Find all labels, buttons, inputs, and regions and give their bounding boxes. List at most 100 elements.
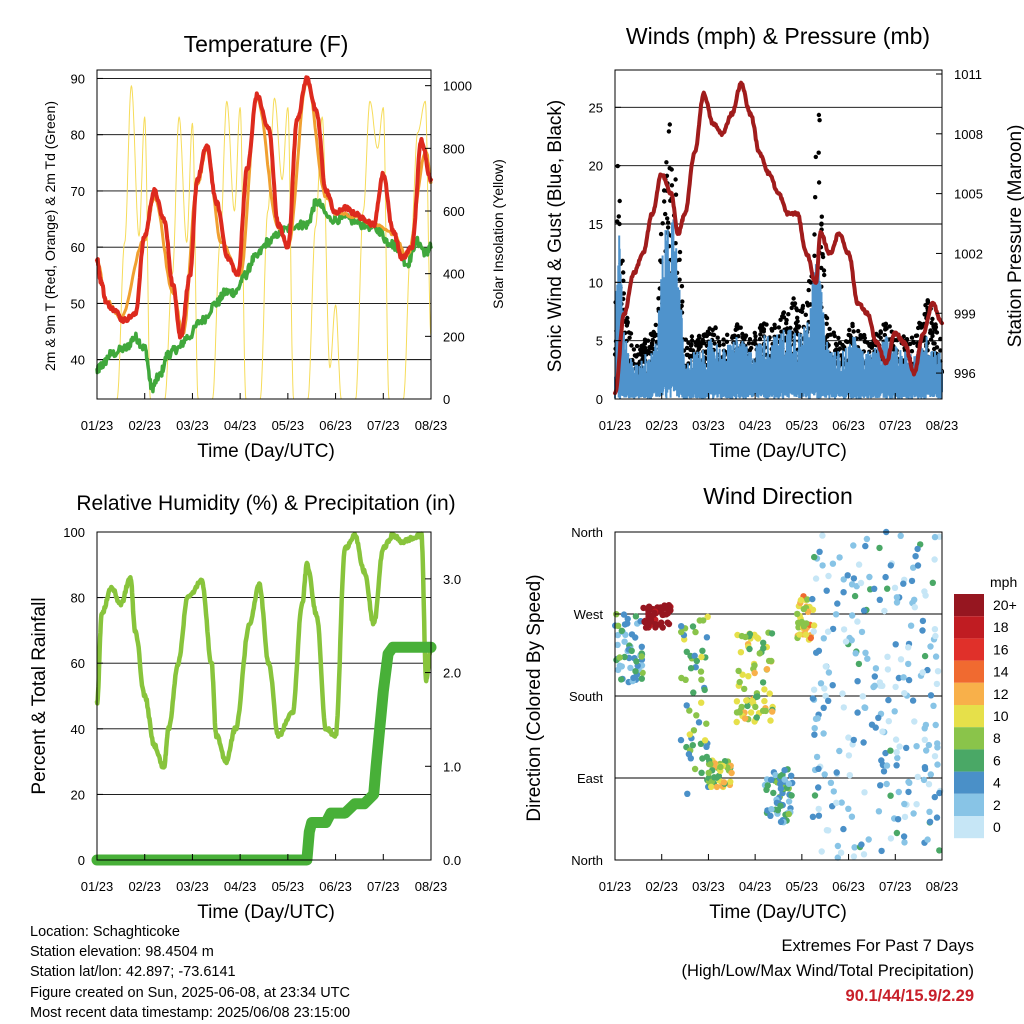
gust-point bbox=[759, 325, 764, 330]
gust-point bbox=[664, 160, 669, 165]
gust-point bbox=[836, 335, 841, 341]
gust-point bbox=[772, 322, 777, 327]
x-tick-label: 06/23 bbox=[832, 879, 865, 894]
colorbar-label: 2 bbox=[993, 797, 1001, 813]
extremes-subtitle: (High/Low/Max Wind/Total Precipitation) bbox=[681, 962, 974, 980]
direction-point bbox=[891, 584, 899, 591]
gust-point bbox=[747, 348, 753, 353]
direction-point bbox=[876, 544, 883, 552]
y2-tick-label: 400 bbox=[443, 267, 465, 282]
direction-point bbox=[616, 654, 623, 661]
y2-tick-label: 600 bbox=[443, 204, 465, 219]
direction-point bbox=[769, 708, 776, 715]
y-tick-label: 20 bbox=[71, 787, 85, 802]
gust-point bbox=[684, 345, 690, 351]
colorbar-swatch bbox=[954, 816, 984, 839]
gust-point bbox=[677, 257, 682, 262]
direction-point bbox=[691, 652, 698, 659]
direction-point bbox=[785, 810, 792, 818]
direction-point bbox=[751, 669, 758, 677]
direction-point bbox=[820, 730, 827, 737]
station-info: Location: Schaghticoke Station elevation… bbox=[30, 922, 350, 1023]
gust-point bbox=[679, 284, 685, 289]
direction-point bbox=[752, 693, 760, 701]
direction-point bbox=[621, 638, 628, 645]
direction-point bbox=[895, 674, 903, 682]
gust-point bbox=[827, 326, 832, 332]
gust-point bbox=[660, 221, 665, 226]
gust-point bbox=[843, 339, 849, 344]
direction-point bbox=[927, 643, 934, 650]
direction-point bbox=[658, 619, 665, 626]
direction-point bbox=[816, 548, 823, 555]
direction-point bbox=[860, 739, 867, 746]
gust-point bbox=[642, 340, 648, 345]
direction-point bbox=[845, 752, 853, 759]
direction-point bbox=[640, 604, 647, 612]
direction-point bbox=[741, 715, 749, 722]
gust-point bbox=[822, 272, 827, 278]
direction-point bbox=[820, 704, 827, 711]
gust-point bbox=[702, 341, 707, 346]
gust-point bbox=[825, 334, 830, 339]
gust-point bbox=[732, 334, 737, 340]
direction-point bbox=[845, 734, 852, 741]
gust-point bbox=[617, 198, 622, 204]
direction-point bbox=[647, 616, 654, 623]
colorbar-swatch bbox=[954, 660, 984, 683]
gust-point bbox=[716, 339, 722, 345]
direction-point bbox=[887, 835, 895, 842]
direction-point bbox=[614, 666, 622, 674]
direction-point bbox=[882, 573, 889, 581]
gust-point bbox=[621, 291, 626, 296]
x-tick-label: 03/23 bbox=[692, 879, 725, 894]
direction-point bbox=[703, 634, 711, 641]
gust-point bbox=[938, 348, 943, 353]
direction-point bbox=[768, 806, 775, 813]
gust-point bbox=[788, 325, 793, 331]
y-tick-label: East bbox=[577, 771, 603, 786]
direction-point bbox=[638, 675, 645, 682]
direction-point bbox=[931, 626, 939, 633]
direction-point bbox=[815, 765, 822, 772]
direction-point bbox=[884, 653, 891, 660]
gust-point bbox=[758, 332, 763, 337]
direction-point bbox=[910, 564, 917, 571]
gust-point bbox=[916, 325, 921, 331]
direction-point bbox=[865, 836, 872, 843]
direction-point bbox=[884, 666, 892, 673]
direction-point bbox=[819, 562, 826, 569]
colorbar-swatch bbox=[954, 727, 984, 750]
gust-point bbox=[794, 324, 800, 329]
x-tick-label: 05/23 bbox=[786, 879, 819, 894]
gust-point bbox=[819, 214, 824, 219]
direction-point bbox=[863, 535, 871, 543]
colorbar-swatch bbox=[954, 616, 984, 639]
direction-point bbox=[809, 813, 817, 820]
gust-point bbox=[781, 315, 787, 320]
x-tick-label: 08/23 bbox=[415, 418, 448, 433]
colorbar-label: 10 bbox=[993, 708, 1009, 724]
direction-point bbox=[684, 790, 691, 797]
direction-point bbox=[756, 650, 763, 657]
direction-point bbox=[785, 798, 793, 805]
direction-point bbox=[811, 731, 818, 738]
direction-point bbox=[871, 585, 878, 592]
gust-point bbox=[803, 312, 808, 317]
direction-point bbox=[736, 678, 743, 686]
temperature-right-ylabel: Solar Insolation (Yellow) bbox=[490, 159, 506, 309]
y2-tick-label: 200 bbox=[443, 329, 465, 344]
gust-point bbox=[820, 252, 825, 257]
extremes-block: Extremes For Past 7 Days (High/Low/Max W… bbox=[681, 934, 974, 1009]
direction-point bbox=[638, 653, 645, 660]
x-tick-label: 06/23 bbox=[319, 879, 352, 894]
gust-point bbox=[883, 322, 889, 327]
gust-point bbox=[725, 332, 730, 337]
gust-point bbox=[867, 343, 872, 348]
x-tick-label: 01/23 bbox=[81, 418, 114, 433]
gust-point bbox=[753, 337, 758, 343]
y-tick-label: 100 bbox=[63, 525, 85, 540]
gust-point bbox=[689, 334, 695, 339]
direction-point bbox=[910, 810, 917, 817]
direction-point bbox=[911, 604, 918, 611]
